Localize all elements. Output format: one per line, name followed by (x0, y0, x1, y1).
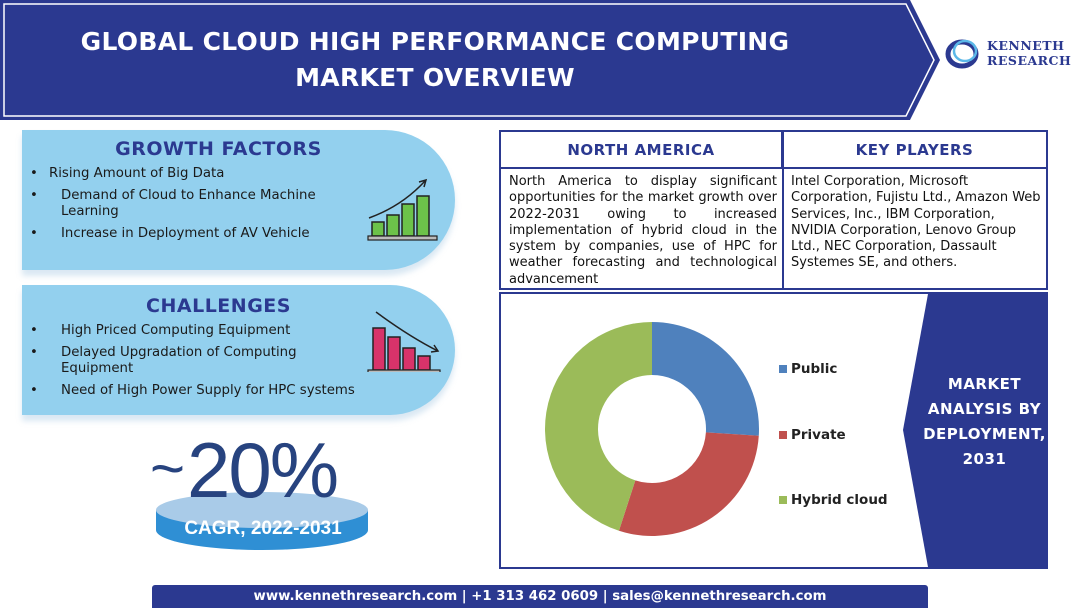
north-america-header: NORTH AMERICA (501, 132, 783, 169)
panel-arrow-shape (903, 294, 1046, 567)
info-table: NORTH AMERICA KEY PLAYERS North America … (499, 130, 1048, 290)
list-item: Rising Amount of Big Data (30, 166, 322, 182)
logo-swirl-icon (945, 39, 979, 69)
list-item: Demand of Cloud to Enhance Machine Learn… (30, 188, 322, 220)
growth-factors-card: GROWTH FACTORS Rising Amount of Big Data… (22, 130, 455, 270)
title-line-1: GLOBAL CLOUD HIGH PERFORMANCE COMPUTING (80, 27, 790, 56)
deployment-chart-box: Public Private Hybrid cloud MARKET ANALY… (499, 292, 1048, 569)
market-analysis-text: MARKET ANALYSIS BY DEPLOYMENT, 2031 (923, 375, 1046, 468)
kenneth-research-logo: KENNETH RESEARCH (945, 36, 1071, 70)
donut-slice-public (652, 322, 759, 436)
donut-slice-hybrid-cloud (545, 322, 652, 531)
donut-chart (545, 322, 759, 536)
logo-text-line1: KENNETH (987, 38, 1065, 53)
title-line-2: MARKET OVERVIEW (295, 63, 575, 92)
key-players-header: KEY PLAYERS (783, 132, 1046, 169)
list-item: High Priced Computing Equipment (30, 323, 322, 339)
page-title: GLOBAL CLOUD HIGH PERFORMANCE COMPUTING … (20, 24, 850, 96)
rising-bar-chart-icon (367, 178, 438, 241)
logo-text-line2: RESEARCH (987, 53, 1072, 68)
legend-label: Hybrid cloud (791, 492, 888, 508)
cagr-value: ~20% (150, 425, 339, 516)
list-item: Increase in Deployment of AV Vehicle (30, 226, 322, 242)
legend-label: Public (791, 361, 838, 377)
key-players-text: Intel Corporation, Microsoft Corporation… (791, 174, 1041, 271)
footer-contact-bar: www.kennethresearch.com | +1 313 462 060… (152, 585, 928, 608)
cagr-pedestal (156, 492, 368, 550)
approx-sign: ~ (150, 435, 185, 502)
cagr-label: CAGR, 2022-2031 (184, 518, 342, 539)
north-america-text: North America to display significant opp… (509, 174, 777, 287)
legend-item-hybrid: Hybrid cloud (779, 492, 888, 508)
legend-item-public: Public (779, 361, 837, 377)
legend-swatch (779, 496, 787, 504)
legend-swatch (779, 365, 787, 373)
legend-label: Private (791, 427, 846, 443)
challenges-title: CHALLENGES (146, 295, 291, 317)
cagr-percent: 20% (187, 426, 339, 514)
falling-bar-chart-icon (367, 311, 441, 372)
growth-factors-list: Rising Amount of Big Data Demand of Clou… (22, 166, 322, 242)
list-item: Need of High Power Supply for HPC system… (30, 383, 360, 399)
challenges-list: High Priced Computing Equipment Delayed … (22, 323, 355, 399)
legend-item-private: Private (779, 427, 846, 443)
legend-swatch (779, 431, 787, 439)
header-arrow-shape (0, 0, 940, 120)
list-item: Delayed Upgradation of Computing Equipme… (30, 345, 322, 377)
challenges-card: CHALLENGES High Priced Computing Equipme… (22, 285, 455, 415)
donut-slice-private (618, 432, 759, 536)
growth-factors-title: GROWTH FACTORS (115, 138, 322, 160)
market-analysis-panel: MARKET ANALYSIS BY DEPLOYMENT, 2031 (903, 294, 1046, 567)
column-divider (782, 132, 784, 288)
